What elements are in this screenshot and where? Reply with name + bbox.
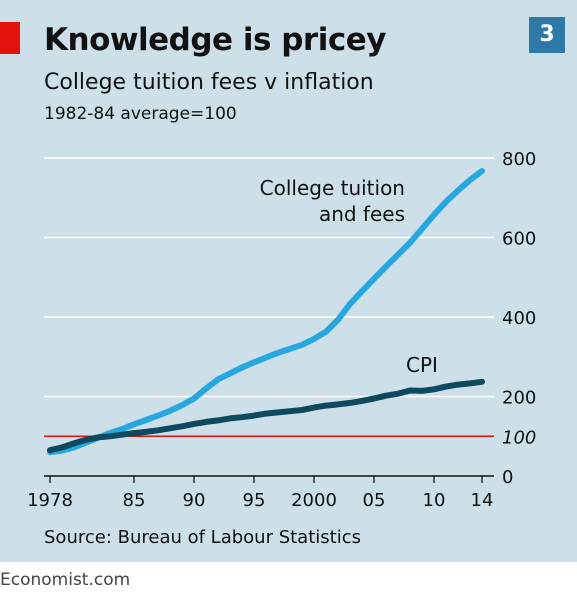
tuition-label-line: College tuition: [260, 176, 405, 200]
chart-title: Knowledge is pricey: [44, 22, 386, 58]
x-tick-label: 05: [363, 490, 386, 511]
chart-subtitle: College tuition fees v inflation: [44, 70, 374, 95]
tuition-label-line: and fees: [319, 202, 405, 226]
tuition-line: [47, 168, 485, 456]
line-chart: 0 200 400 600 800 1978 85 90 95 2000 05 10 14 100 C…: [27, 149, 536, 511]
x-tick-label: 1978: [27, 490, 73, 511]
chart-panel: [0, 0, 577, 562]
reference-line-label: 100: [502, 427, 536, 448]
publisher-credit: Economist.com: [0, 570, 131, 590]
cpi-label: CPI: [406, 353, 438, 377]
x-tick-label: 2000: [291, 490, 337, 511]
chart-number-badge: 3: [529, 17, 565, 53]
y-axis-tick-labels: 0 200 400 600 800: [502, 149, 536, 488]
y-tick-label: 0: [502, 467, 513, 488]
cpi-line: [47, 378, 485, 454]
gridlines: [44, 157, 494, 398]
x-tick-label: 90: [183, 490, 206, 511]
x-tick-label: 10: [423, 490, 446, 511]
y-tick-label: 200: [502, 388, 536, 409]
y-tick-label: 600: [502, 229, 536, 250]
index-note: 1982-84 average=100: [44, 104, 237, 124]
y-tick-label: 800: [502, 149, 536, 170]
x-axis-ticks: 1978 85 90 95 2000 05 10 14: [27, 476, 493, 511]
x-tick-label: 85: [123, 490, 146, 511]
brand-red-tab: [0, 22, 20, 54]
y-tick-label: 400: [502, 308, 536, 329]
series-lines: [47, 168, 485, 456]
source-note: Source: Bureau of Labour Statistics: [44, 527, 361, 548]
x-tick-label: 95: [243, 490, 266, 511]
x-tick-label: 14: [471, 490, 494, 511]
